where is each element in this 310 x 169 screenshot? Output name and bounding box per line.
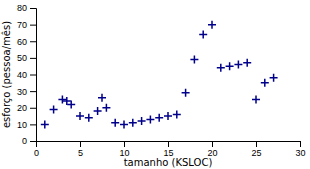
tick-label: 30 <box>17 87 27 97</box>
tick-label: 70 <box>17 20 27 30</box>
point <box>182 89 190 97</box>
tick: 30 <box>295 141 305 158</box>
y-axis-title: esforço (pessoa/mês) <box>1 21 12 128</box>
tick-mark <box>30 8 36 9</box>
plot: 0 5 10 15 20 25 30 0 10 20 30 40 50 60 70 80 <box>17 3 306 158</box>
point <box>85 114 93 122</box>
point <box>199 31 207 39</box>
y-axis: 0 10 20 30 40 50 60 70 80 <box>17 3 37 146</box>
tick: 80 <box>17 3 36 13</box>
tick: 50 <box>17 53 36 63</box>
tick-mark <box>30 108 36 109</box>
tick-label: 20 <box>17 103 27 113</box>
point <box>173 110 181 118</box>
axis-line <box>37 142 301 148</box>
point <box>226 62 234 70</box>
point <box>270 74 278 82</box>
tick: 25 <box>251 141 261 158</box>
tick-label: 10 <box>17 120 27 130</box>
tick: 20 <box>207 141 217 158</box>
tick-label: 0 <box>22 136 27 146</box>
tick-mark <box>168 141 169 147</box>
tick: 40 <box>17 70 36 80</box>
x-axis-title: tamanho (KSLOC) <box>124 157 213 168</box>
tick-label: 25 <box>251 148 261 158</box>
tick-mark <box>300 141 301 147</box>
tick-label: 30 <box>295 148 305 158</box>
tick: 60 <box>17 37 36 47</box>
point <box>155 114 163 122</box>
tick: 10 <box>17 120 36 130</box>
tick-mark <box>30 25 36 26</box>
point <box>243 59 251 67</box>
tick-mark <box>124 141 125 147</box>
point <box>190 56 198 64</box>
point <box>76 112 84 120</box>
tick: 0 <box>34 141 39 158</box>
axis-line <box>30 9 37 142</box>
tick-mark <box>30 124 36 125</box>
point <box>111 119 119 127</box>
point <box>120 120 128 128</box>
points <box>41 21 278 129</box>
tick: 70 <box>17 20 36 30</box>
tick-mark <box>30 58 36 59</box>
tick: 30 <box>17 87 36 97</box>
chart: 0 5 10 15 20 25 30 0 10 20 30 40 50 60 70 80 tamanho (KS… <box>0 0 310 169</box>
tick-mark <box>80 141 81 147</box>
tick-mark <box>30 41 36 42</box>
point <box>217 64 225 72</box>
tick-label: 40 <box>17 70 27 80</box>
point <box>208 21 216 29</box>
tick-mark <box>256 141 257 147</box>
point <box>50 105 58 113</box>
point <box>138 117 146 125</box>
tick-label: 50 <box>17 53 27 63</box>
tick-mark <box>30 91 36 92</box>
point <box>164 112 172 120</box>
point <box>261 79 269 87</box>
tick-label: 5 <box>78 148 83 158</box>
point <box>129 119 137 127</box>
point <box>41 120 49 128</box>
tick: 0 <box>22 136 36 146</box>
tick-label: 80 <box>17 3 27 13</box>
point <box>252 95 260 103</box>
tick-label: 0 <box>34 148 39 158</box>
point <box>234 61 242 69</box>
x-axis: 0 5 10 15 20 25 30 <box>34 141 306 158</box>
point <box>102 104 110 112</box>
point <box>94 107 102 115</box>
tick-mark <box>30 141 36 142</box>
point <box>67 100 75 108</box>
tick: 15 <box>163 141 173 158</box>
tick: 10 <box>119 141 129 158</box>
point <box>58 95 66 103</box>
tick: 20 <box>17 103 36 113</box>
tick: 5 <box>78 141 83 158</box>
point <box>146 115 154 123</box>
point <box>98 94 106 102</box>
tick-label: 60 <box>17 37 27 47</box>
tick-mark <box>212 141 213 147</box>
tick-mark <box>30 75 36 76</box>
